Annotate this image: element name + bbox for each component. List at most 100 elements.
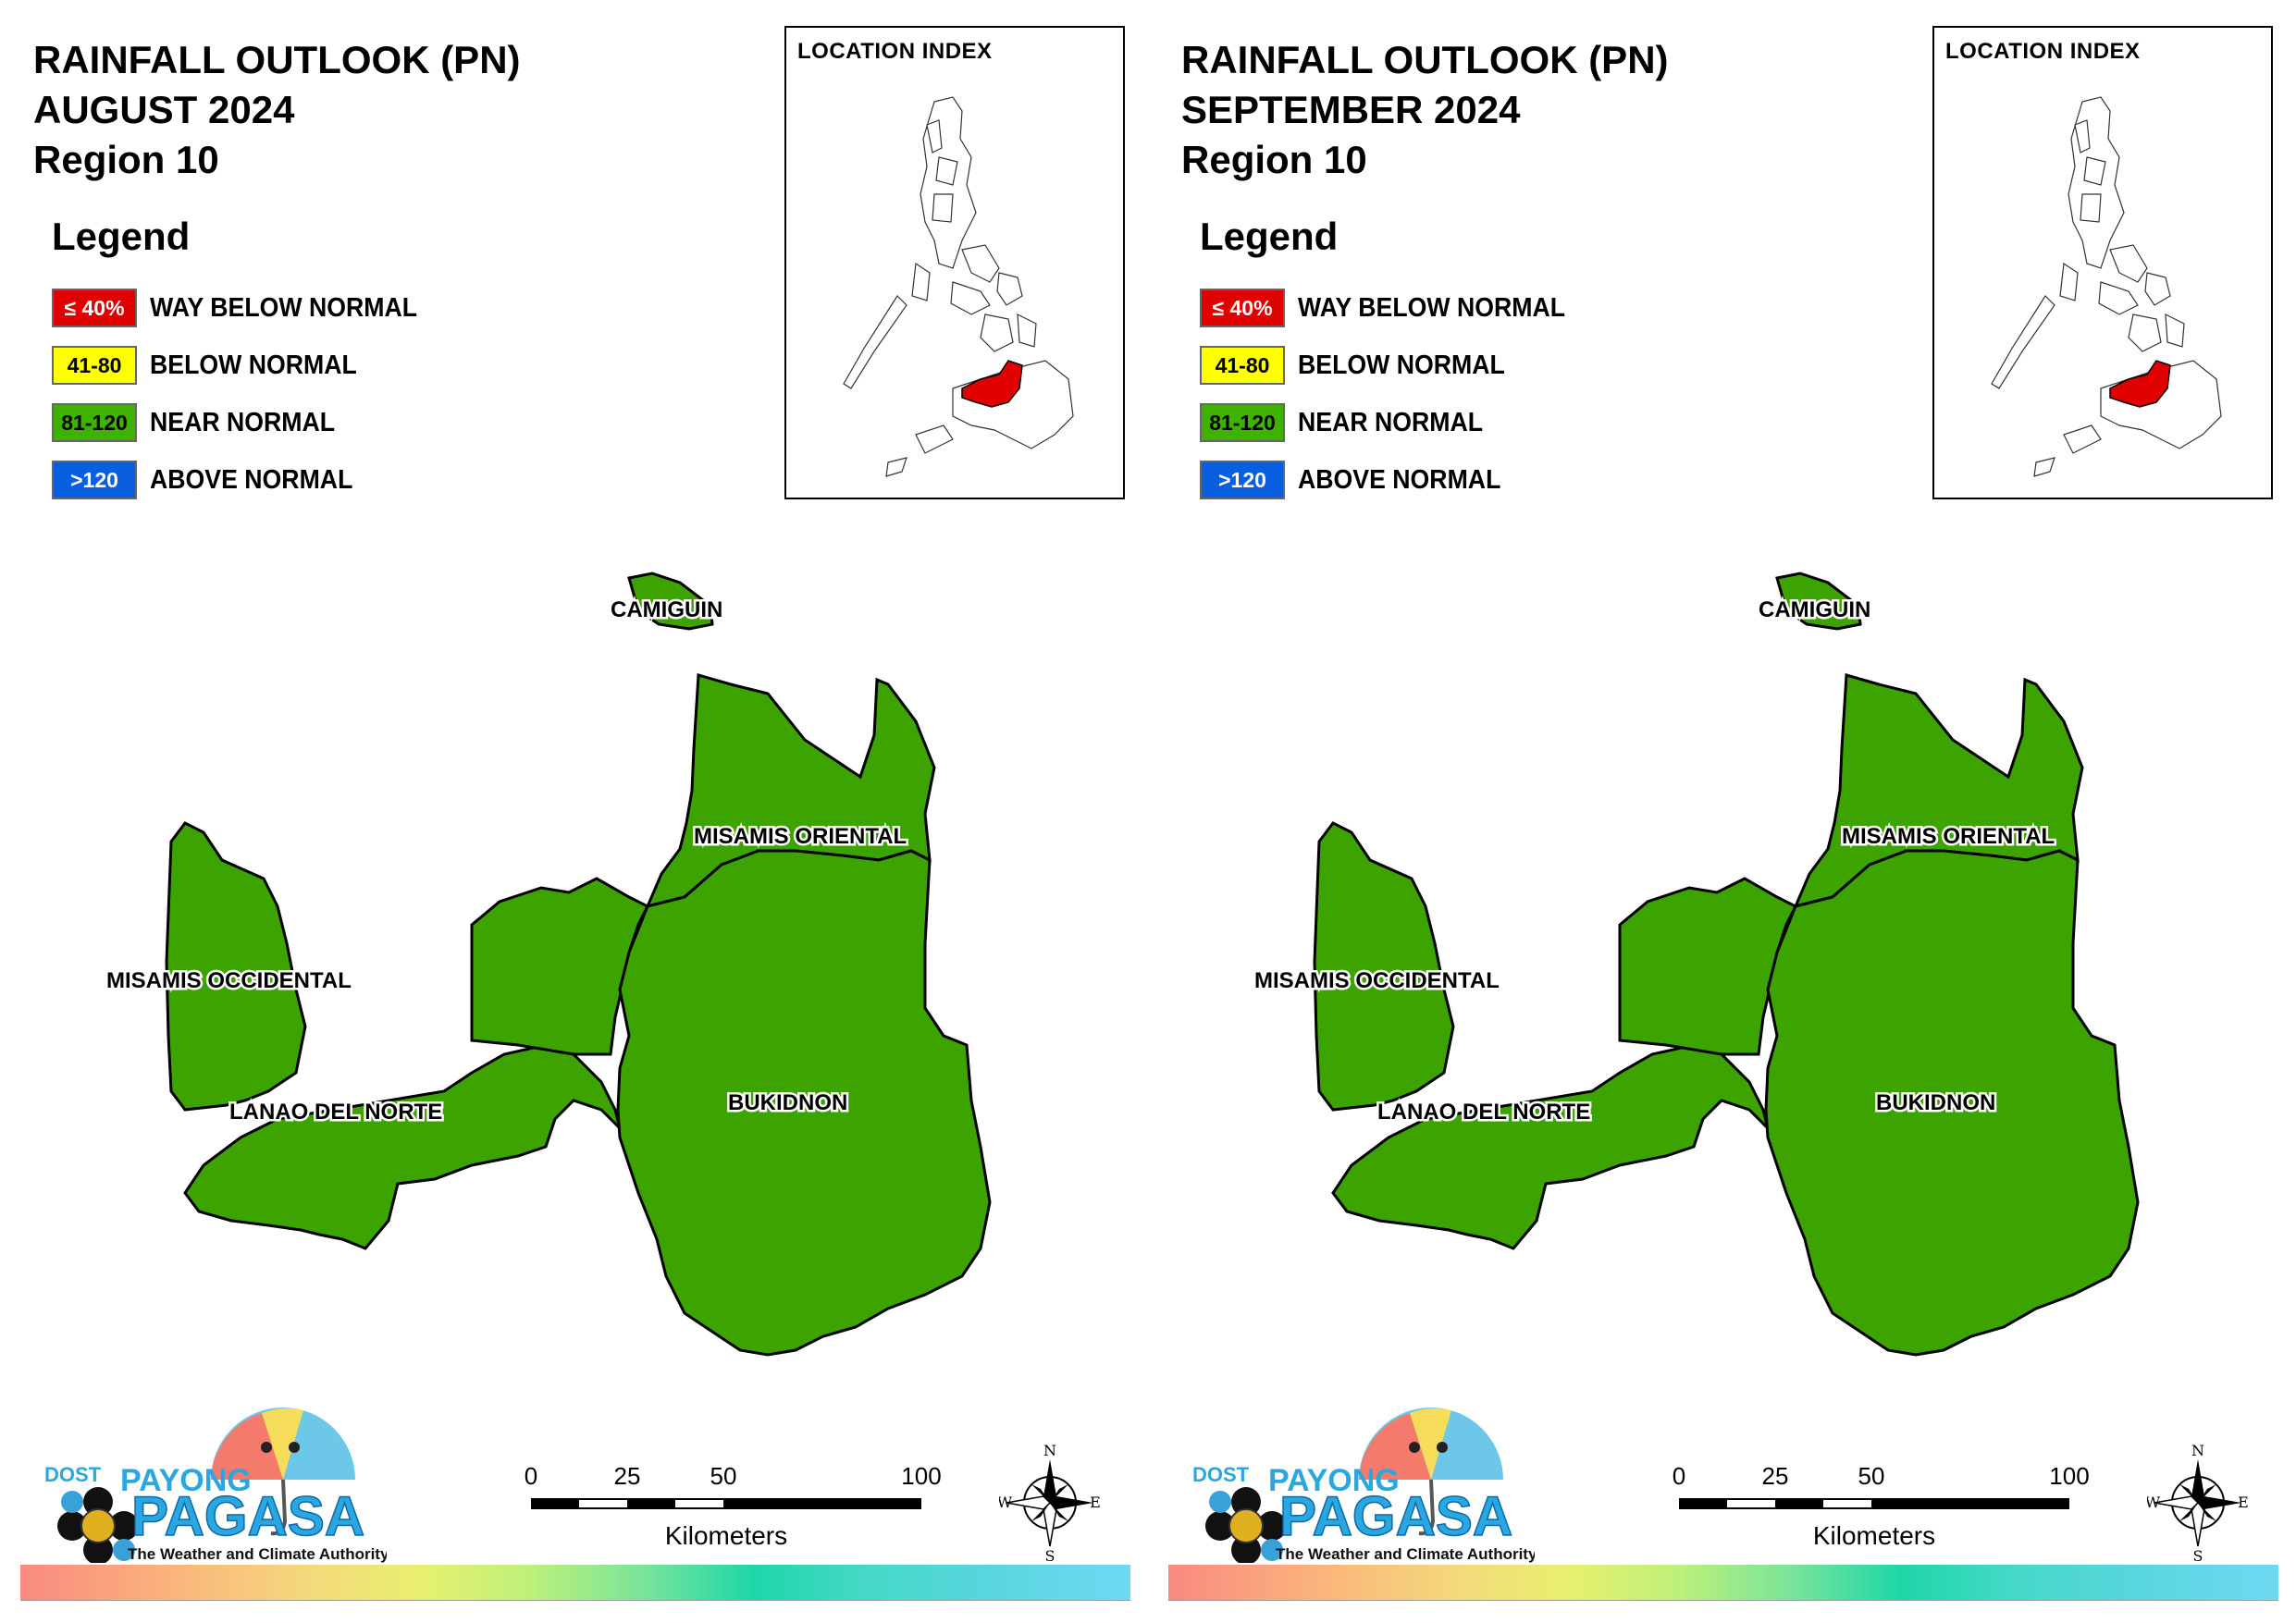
scale-tick-0: 0 xyxy=(525,1462,537,1490)
scale-bar: 0 25 50 100 Kilometers xyxy=(1673,1462,2090,1550)
scale-tick-0: 0 xyxy=(1673,1462,1685,1490)
label-lanao-del-norte: LANAO DEL NORTE xyxy=(1377,1100,1590,1125)
scale-tick-50: 50 xyxy=(710,1462,737,1490)
label-misamis-oriental: MISAMIS ORIENTAL xyxy=(694,824,907,849)
legend-label: NEAR NORMAL xyxy=(150,407,336,437)
compass-n: N xyxy=(1043,1443,1056,1459)
label-misamis-occidental: MISAMIS OCCIDENTAL xyxy=(106,968,352,993)
logo-payong: PAYONG xyxy=(1268,1463,1400,1498)
scale-tick-100: 100 xyxy=(2049,1462,2089,1490)
pagasa-logo: DOST PAYONG PAGASA The Weather and Clima… xyxy=(44,1408,387,1563)
compass-n: N xyxy=(2191,1443,2204,1459)
label-camiguin: CAMIGUIN xyxy=(1759,597,1870,622)
dost-seal-icon xyxy=(1205,1487,1287,1563)
scale-unit: Kilometers xyxy=(665,1521,787,1550)
legend-label: WAY BELOW NORMAL xyxy=(150,292,418,323)
region-10-map: CAMIGUIN MISAMIS ORIENTAL MISAMIS OCCIDE… xyxy=(1253,572,2140,1357)
legend-label: WAY BELOW NORMAL xyxy=(1298,292,1566,323)
legend: Legend ≤ 40% WAY BELOW NORMAL 41-80 BELO… xyxy=(52,215,440,509)
title-line-1: RAINFALL OUTLOOK (PN) xyxy=(33,38,521,81)
dost-seal-icon xyxy=(57,1487,139,1563)
province-bukidnon xyxy=(1764,849,2140,1357)
legend-swatch-near: 81-120 xyxy=(1200,403,1285,442)
pagasa-logo: DOST PAYONG PAGASA The Weather and Clima… xyxy=(1192,1408,1535,1563)
province-camiguin xyxy=(1775,572,1862,631)
label-misamis-occidental: MISAMIS OCCIDENTAL xyxy=(1254,968,1500,993)
location-index: LOCATION INDEX xyxy=(1932,26,2273,499)
legend-item: ≤ 40% WAY BELOW NORMAL xyxy=(1200,279,1588,337)
legend-item: 81-120 NEAR NORMAL xyxy=(1200,394,1588,451)
legend-item: 41-80 BELOW NORMAL xyxy=(52,337,440,394)
scale-tick-25: 25 xyxy=(1762,1462,1789,1490)
legend-label: ABOVE NORMAL xyxy=(1298,464,1501,495)
compass-s: S xyxy=(1045,1547,1055,1563)
title-line-3: Region 10 xyxy=(33,138,219,181)
province-camiguin xyxy=(627,572,714,631)
compass-w: W xyxy=(999,1494,1013,1511)
legend-swatch-above: >120 xyxy=(52,461,137,499)
legend-swatch-below: 41-80 xyxy=(52,346,137,385)
compass-e: E xyxy=(2238,1494,2249,1511)
label-lanao-del-norte: LANAO DEL NORTE xyxy=(229,1100,442,1125)
province-misamis-oriental-west xyxy=(470,877,650,1056)
logo-payong: PAYONG xyxy=(120,1463,252,1498)
title-line-2: SEPTEMBER 2024 xyxy=(1181,88,1521,131)
umbrella-icon xyxy=(211,1408,355,1536)
scale-unit: Kilometers xyxy=(1813,1521,1935,1550)
province-labels: CAMIGUIN MISAMIS ORIENTAL MISAMIS OCCIDE… xyxy=(105,596,909,1127)
philippines-map xyxy=(1991,96,2222,477)
legend-item: 41-80 BELOW NORMAL xyxy=(1200,337,1588,394)
legend: Legend ≤ 40% WAY BELOW NORMAL 41-80 BELO… xyxy=(1200,215,1588,509)
footer-divider xyxy=(1168,1600,2278,1606)
province-labels: CAMIGUIN MISAMIS ORIENTAL MISAMIS OCCIDE… xyxy=(1253,596,2057,1127)
scale-tick-25: 25 xyxy=(614,1462,641,1490)
scale-bar: 0 25 50 100 Kilometers xyxy=(525,1462,942,1550)
philippines-map xyxy=(843,96,1074,477)
label-bukidnon: BUKIDNON xyxy=(728,1090,847,1115)
province-lanao-del-norte xyxy=(183,1043,623,1250)
province-lanao-del-norte xyxy=(1331,1043,1771,1250)
legend-label: BELOW NORMAL xyxy=(1298,350,1505,380)
logo-tagline: The Weather and Climate Authority xyxy=(1276,1545,1535,1563)
map-panel-september: RAINFALL OUTLOOK (PN) SEPTEMBER 2024 Reg… xyxy=(1148,0,2296,1623)
legend-label: NEAR NORMAL xyxy=(1298,407,1484,437)
scale-tick-50: 50 xyxy=(1858,1462,1885,1490)
province-misamis-occidental xyxy=(1313,821,1455,1112)
title-line-2: AUGUST 2024 xyxy=(33,88,295,131)
label-misamis-oriental: MISAMIS ORIENTAL xyxy=(1842,824,2055,849)
legend-swatch-way-below: ≤ 40% xyxy=(52,289,137,327)
legend-swatch-near: 81-120 xyxy=(52,403,137,442)
compass-s: S xyxy=(2193,1547,2203,1563)
compass-rose-icon: N S E W xyxy=(2147,1443,2249,1563)
legend-swatch-below: 41-80 xyxy=(1200,346,1285,385)
logo-tagline: The Weather and Climate Authority xyxy=(128,1545,387,1563)
umbrella-icon xyxy=(1359,1408,1503,1536)
label-camiguin: CAMIGUIN xyxy=(611,597,722,622)
legend-item: >120 ABOVE NORMAL xyxy=(1200,451,1588,509)
compass-rose-icon: N S E W xyxy=(999,1443,1101,1563)
legend-item: 81-120 NEAR NORMAL xyxy=(52,394,440,451)
region-10-map: CAMIGUIN MISAMIS ORIENTAL MISAMIS OCCIDE… xyxy=(105,572,992,1357)
location-index-title: LOCATION INDEX xyxy=(1945,39,2141,64)
province-misamis-occidental xyxy=(165,821,307,1112)
logo-pagasa: PAGASA xyxy=(1279,1485,1512,1547)
footer-gradient-bar xyxy=(1168,1565,2278,1600)
logo-pagasa: PAGASA xyxy=(131,1485,364,1547)
compass-e: E xyxy=(1090,1494,1101,1511)
location-index-title: LOCATION INDEX xyxy=(797,39,993,64)
province-bukidnon xyxy=(616,849,992,1357)
legend-swatch-way-below: ≤ 40% xyxy=(1200,289,1285,327)
logo-dost: DOST xyxy=(44,1463,102,1486)
legend-item: >120 ABOVE NORMAL xyxy=(52,451,440,509)
legend-heading: Legend xyxy=(52,215,191,258)
logo-dost: DOST xyxy=(1192,1463,1250,1486)
map-title: RAINFALL OUTLOOK (PN) AUGUST 2024 Region… xyxy=(33,35,521,185)
legend-item: ≤ 40% WAY BELOW NORMAL xyxy=(52,279,440,337)
compass-w: W xyxy=(2147,1494,2161,1511)
scale-tick-100: 100 xyxy=(901,1462,941,1490)
title-line-1: RAINFALL OUTLOOK (PN) xyxy=(1181,38,1669,81)
legend-label: ABOVE NORMAL xyxy=(150,464,353,495)
footer-gradient-bar xyxy=(20,1565,1130,1600)
title-line-3: Region 10 xyxy=(1181,138,1367,181)
legend-label: BELOW NORMAL xyxy=(150,350,357,380)
